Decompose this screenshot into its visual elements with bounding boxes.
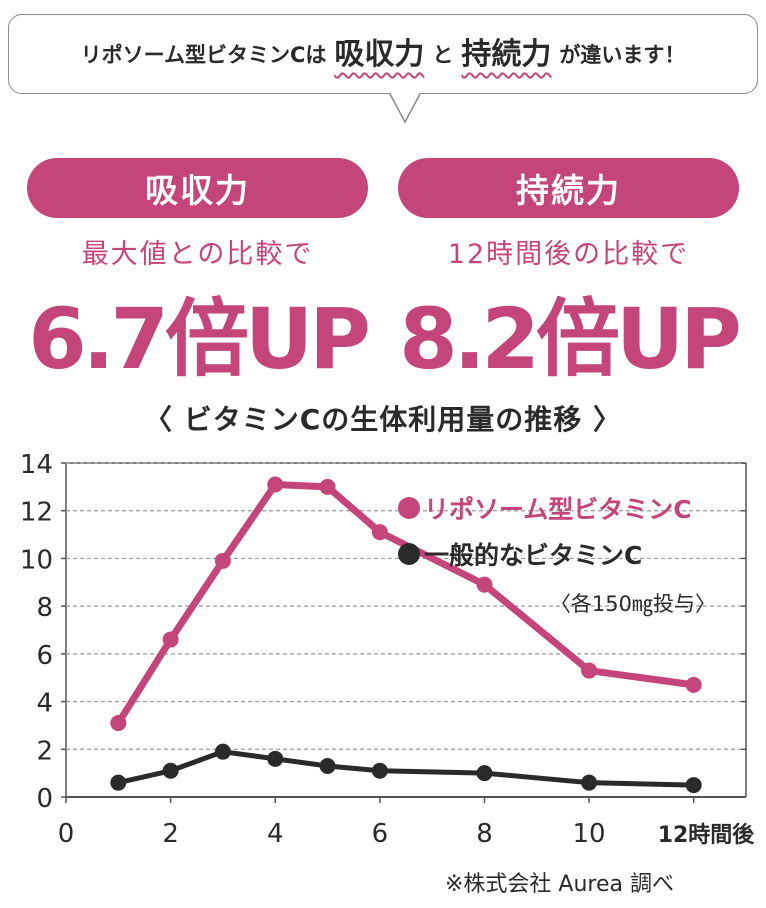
- bubble-tail: [389, 92, 421, 124]
- series-line-1: [115, 749, 697, 788]
- absorption-pill: 吸収力: [27, 158, 368, 218]
- data-point-series-0: [267, 476, 284, 493]
- x-tick-label: 0: [58, 819, 75, 849]
- x-tick-label: 2: [162, 819, 179, 849]
- data-point-series-1: [476, 765, 493, 782]
- x-tick-label: 12時間後: [658, 822, 756, 848]
- headline-emphasis-duration: 持続力: [461, 37, 552, 72]
- legend-label-1: 一般的なビタミンC: [424, 541, 642, 570]
- y-tick-label: 2: [36, 736, 53, 766]
- headline-bubble: リポソーム型ビタミンCは 吸収力 と 持続力 が違います！: [8, 14, 758, 94]
- data-point-series-0: [319, 478, 336, 495]
- absorption-value: 6.7倍UP: [28, 290, 371, 388]
- legend-marker-1: [398, 543, 420, 565]
- source-note: ※株式会社 Aurea 調べ: [445, 872, 674, 897]
- x-tick-label: 6: [372, 819, 389, 849]
- y-tick-label: 10: [20, 545, 53, 575]
- duration-value: 8.2倍UP: [399, 290, 742, 388]
- x-tick-label: 4: [267, 819, 284, 849]
- y-tick-label: 8: [36, 593, 53, 623]
- x-tick-label: 10: [573, 819, 606, 849]
- data-point-series-1: [214, 743, 231, 760]
- data-point-series-1: [685, 777, 702, 794]
- headline-suffix: が違います！: [559, 43, 686, 67]
- legend-note: 〈各150㎎投与〉: [550, 592, 716, 617]
- headline-prefix: リポソーム型ビタミンCは: [80, 43, 327, 67]
- duration-pill: 持続力: [398, 158, 739, 218]
- data-point-series-1: [371, 762, 388, 779]
- data-point-series-1: [267, 750, 284, 767]
- legend-marker-0: [398, 497, 420, 519]
- data-point-series-0: [162, 631, 179, 648]
- chart-title: 〈 ビタミンCの生体利用量の推移 〉: [143, 403, 623, 436]
- data-point-series-0: [476, 576, 493, 593]
- y-tick-label: 6: [36, 641, 53, 671]
- data-point-series-0: [371, 524, 388, 541]
- data-point-series-1: [581, 774, 598, 791]
- headline-emphasis-absorption: 吸収力: [334, 37, 425, 72]
- data-point-series-1: [162, 762, 179, 779]
- duration-subtitle: 12時間後の比較で: [447, 239, 690, 270]
- data-point-series-1: [319, 757, 336, 774]
- absorption-subtitle: 最大値との比較で: [81, 239, 314, 270]
- data-point-series-0: [581, 662, 598, 679]
- headline-mid: と: [432, 43, 454, 67]
- y-tick-label: 4: [36, 689, 53, 719]
- y-tick-label: 14: [20, 450, 53, 480]
- y-tick-label: 12: [20, 498, 53, 528]
- data-point-series-0: [110, 715, 127, 732]
- headline: リポソーム型ビタミンCは 吸収力 と 持続力 が違います！: [9, 15, 757, 93]
- data-point-series-0: [214, 552, 231, 569]
- y-tick-label: 0: [36, 784, 53, 814]
- data-point-series-0: [685, 676, 702, 693]
- data-point-series-1: [110, 774, 127, 791]
- x-tick-label: 8: [476, 819, 493, 849]
- legend-label-0: リポソーム型ビタミンC: [424, 495, 692, 524]
